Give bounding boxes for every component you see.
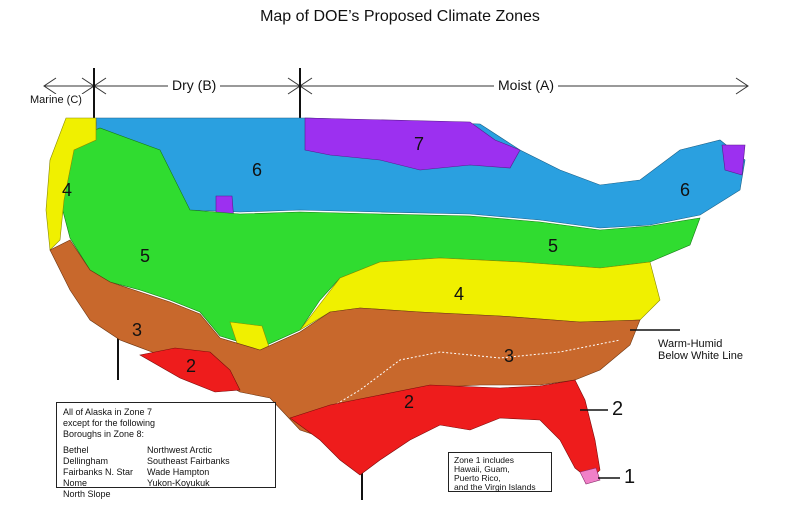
borough-item: Wade Hampton (147, 467, 210, 477)
band-label-dry: Dry (B) (168, 77, 221, 93)
alaska-note-box: All of Alaska in Zone 7 except for the f… (56, 402, 276, 499)
warm-humid-white-line (329, 339, 621, 409)
zone-label-6-west: 6 (252, 160, 263, 180)
zone1-note-box: Zone 1 includes Hawaii, Guam, Puerto Ric… (448, 452, 552, 492)
borough-item: Northwest Arctic (147, 445, 213, 455)
zone-label-7: 7 (414, 134, 425, 154)
zone7-maine (721, 144, 746, 176)
zone-label-3-west: 3 (132, 320, 143, 340)
zone1-note-line2: Hawaii, Guam, (454, 464, 510, 474)
zone-label-2-east: 2 (404, 392, 415, 412)
warm-humid-line2: Below White Line (658, 350, 743, 362)
zone-label-2-west: 2 (186, 356, 197, 376)
zone1-note-line3: Puerto Rico, (454, 473, 501, 483)
band-label-marine: Marine (C) (26, 94, 86, 106)
zone-label-4-west: 4 (62, 180, 73, 200)
map-title: Map of DOE’s Proposed Climate Zones (260, 8, 540, 25)
zone-label-6-east: 6 (680, 180, 691, 200)
zone-label-3-east: 3 (504, 346, 515, 366)
zone1-south-florida (579, 467, 601, 485)
callout-leaders (580, 329, 680, 479)
borough-item: Nome (63, 478, 88, 488)
borough-item: Bethel (63, 445, 89, 455)
alaska-note-heading-2: except for the following (63, 418, 156, 428)
zone4-west-coast (45, 117, 97, 251)
alaska-note-heading-3: Boroughs in Zone 8: (63, 429, 145, 439)
zone7-north-central (304, 117, 521, 171)
callout-zone-1: 1 (624, 466, 636, 488)
zone2-gulf-coast (289, 379, 601, 481)
zone-label-5-east: 5 (548, 236, 559, 256)
zone2-southwest (139, 347, 241, 393)
borough-item: Southeast Fairbanks (147, 456, 230, 466)
band-label-moist: Moist (A) (494, 77, 558, 93)
borough-item: Dellingham (63, 456, 109, 466)
alaska-note-heading-1: All of Alaska in Zone 7 (63, 407, 153, 417)
warm-humid-line1: Warm-Humid (658, 338, 723, 350)
zone-label-5-west: 5 (140, 246, 151, 266)
callout-zone-2: 2 (612, 398, 624, 420)
band-arrows (43, 77, 749, 95)
zone1-note-line1: Zone 1 includes (454, 455, 515, 465)
borough-item: Fairbanks N. Star (63, 467, 134, 477)
zone1-note-line4: and the Virgin Islands (454, 482, 536, 492)
borough-item: Yukon-Koyukuk (147, 478, 210, 488)
zone-label-4-east: 4 (454, 284, 465, 304)
alaska-boroughs-col1: Bethel Dellingham Fairbanks N. Star Nome… (63, 445, 133, 500)
warm-humid-label: Warm-Humid Below White Line (658, 338, 743, 362)
borough-item: North Slope (63, 489, 111, 499)
alaska-boroughs-col2: Northwest Arctic Southeast Fairbanks Wad… (147, 445, 230, 500)
